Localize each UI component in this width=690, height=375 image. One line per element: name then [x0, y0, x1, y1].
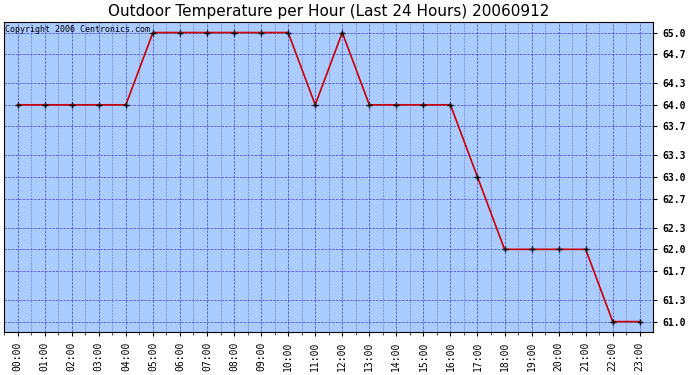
Title: Outdoor Temperature per Hour (Last 24 Hours) 20060912: Outdoor Temperature per Hour (Last 24 Ho…	[108, 4, 549, 19]
Text: Copyright 2006 Centronics.com: Copyright 2006 Centronics.com	[6, 25, 150, 34]
